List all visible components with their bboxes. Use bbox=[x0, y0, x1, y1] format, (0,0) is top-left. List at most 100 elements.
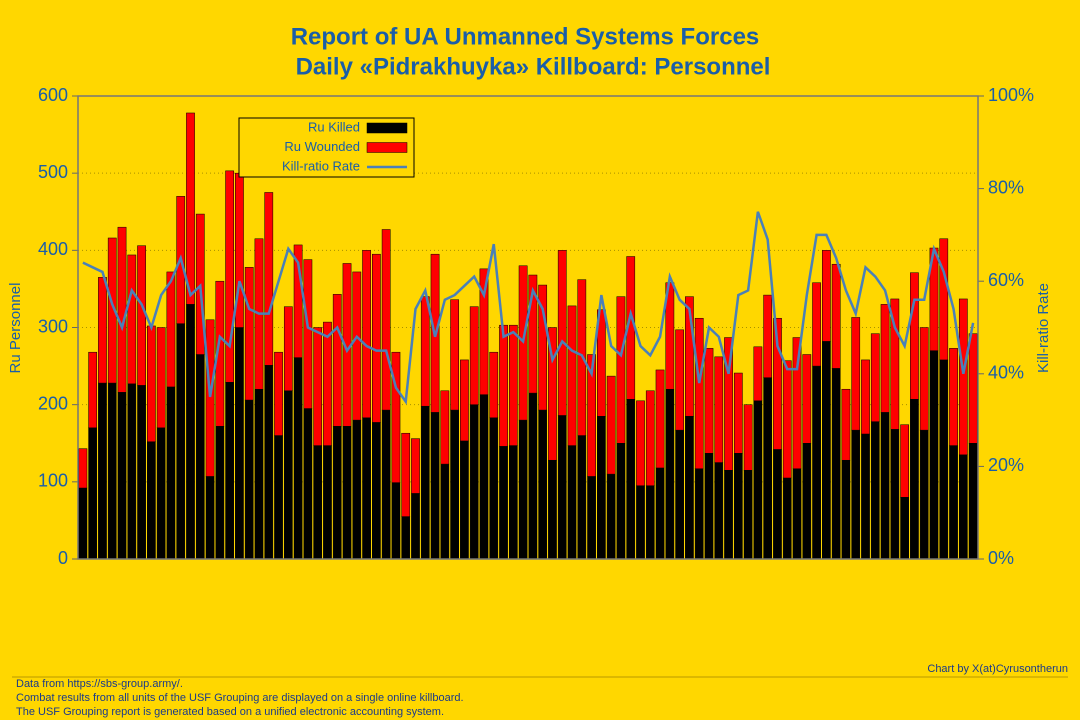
bar-segment bbox=[557, 250, 567, 416]
legend-label: Ru Wounded bbox=[284, 139, 360, 154]
bar-segment bbox=[968, 333, 978, 444]
bar-segment bbox=[293, 244, 303, 358]
bar-segment bbox=[831, 263, 841, 369]
y-tick-label: 500 bbox=[38, 162, 68, 182]
y2-tick-label: 100% bbox=[988, 85, 1034, 105]
bar-segment bbox=[704, 348, 714, 454]
bar-segment bbox=[919, 429, 929, 560]
bar-segment bbox=[597, 309, 606, 417]
bar-segment bbox=[753, 346, 763, 402]
bar-segment bbox=[812, 282, 821, 367]
bar-segment bbox=[812, 365, 821, 560]
bar-segment bbox=[293, 357, 303, 560]
bar-segment bbox=[137, 245, 146, 386]
bar-segment bbox=[870, 333, 880, 422]
bar-segment bbox=[372, 253, 381, 423]
bar-segment bbox=[508, 445, 518, 560]
bar-segment bbox=[802, 354, 812, 444]
bar-segment bbox=[215, 280, 225, 427]
credit: Chart by X(at)Cyrusontherun bbox=[927, 663, 1068, 675]
bar-segment bbox=[802, 443, 812, 560]
bar-segment bbox=[313, 445, 323, 560]
bar-segment bbox=[450, 409, 459, 560]
bar-segment bbox=[283, 306, 293, 392]
bar-segment bbox=[822, 250, 831, 342]
bar-segment bbox=[636, 485, 645, 560]
chart-subtitle: Daily «Pidrakhuyka» Killboard: Personnel bbox=[296, 53, 771, 80]
bar-segment bbox=[724, 470, 733, 560]
bar-segment bbox=[352, 419, 362, 560]
bar-segment bbox=[450, 299, 459, 411]
bar-segment bbox=[107, 382, 117, 560]
bar-segment bbox=[166, 386, 176, 560]
bar-segment bbox=[763, 294, 773, 378]
bar-segment bbox=[499, 446, 508, 560]
bar-segment bbox=[88, 427, 98, 560]
bar-segment bbox=[244, 399, 254, 560]
bar-segment bbox=[851, 429, 861, 560]
bar-segment bbox=[78, 487, 88, 560]
bar-segment bbox=[606, 375, 616, 475]
y-tick-label: 200 bbox=[38, 393, 68, 413]
bar-segment bbox=[244, 267, 254, 401]
bar-segment bbox=[743, 470, 753, 560]
bar-segment bbox=[773, 317, 782, 450]
legend-swatch bbox=[366, 142, 408, 153]
bar-segment bbox=[166, 271, 176, 388]
bar-segment bbox=[763, 377, 773, 560]
bar-segment bbox=[655, 369, 665, 469]
bar-segment bbox=[460, 440, 469, 560]
bar-segment bbox=[968, 443, 978, 560]
bar-segment bbox=[929, 350, 939, 560]
y2-tick-label: 0% bbox=[988, 548, 1014, 568]
y2-tick-label: 40% bbox=[988, 363, 1024, 383]
bar-segment bbox=[782, 360, 792, 479]
bar-segment bbox=[528, 274, 538, 394]
bar-segment bbox=[460, 359, 469, 442]
bar-segment bbox=[362, 250, 371, 419]
bar-segment bbox=[597, 415, 606, 560]
bar-segment bbox=[156, 427, 166, 560]
bar-segment bbox=[694, 317, 704, 469]
bar-segment bbox=[870, 421, 880, 560]
bar-segment bbox=[841, 459, 851, 560]
bar-segment bbox=[714, 462, 724, 560]
bar-segment bbox=[479, 268, 489, 395]
bar-segment bbox=[186, 304, 195, 560]
bar-segment bbox=[88, 351, 98, 429]
bar-segment bbox=[939, 359, 949, 560]
bar-segment bbox=[411, 438, 420, 494]
bar-segment bbox=[264, 192, 274, 366]
bar-segment bbox=[489, 417, 499, 560]
bar-segment bbox=[538, 284, 548, 411]
bar-segment bbox=[724, 337, 733, 471]
bar-segment bbox=[381, 229, 391, 411]
bar-segment bbox=[733, 453, 743, 560]
chart-title: Report of UA Unmanned Systems Forces bbox=[291, 23, 760, 50]
bar-segment bbox=[753, 400, 763, 560]
y-tick-label: 400 bbox=[38, 239, 68, 259]
bar-segment bbox=[616, 296, 626, 444]
bar-segment bbox=[861, 359, 870, 435]
y-tick-label: 0 bbox=[58, 548, 68, 568]
bar-segment bbox=[880, 304, 890, 413]
bar-segment bbox=[919, 327, 929, 431]
y-axis-label: Ru Personnel bbox=[7, 283, 24, 374]
bar-segment bbox=[323, 321, 332, 446]
bar-segment bbox=[587, 354, 596, 477]
bar-segment bbox=[587, 476, 596, 560]
bar-segment bbox=[499, 324, 508, 447]
bar-segment bbox=[303, 408, 313, 560]
bar-segment bbox=[645, 390, 655, 486]
note: Data from https://sbs-group.army/. bbox=[16, 678, 183, 690]
bar-segment bbox=[98, 382, 107, 560]
bar-segment bbox=[156, 327, 166, 429]
bar-segment bbox=[342, 426, 352, 560]
bar-segment bbox=[577, 435, 587, 560]
bar-segment bbox=[518, 419, 528, 560]
bar-segment bbox=[851, 317, 861, 431]
bar-segment bbox=[372, 422, 381, 560]
bar-segment bbox=[440, 390, 450, 465]
bar-segment bbox=[195, 354, 205, 560]
